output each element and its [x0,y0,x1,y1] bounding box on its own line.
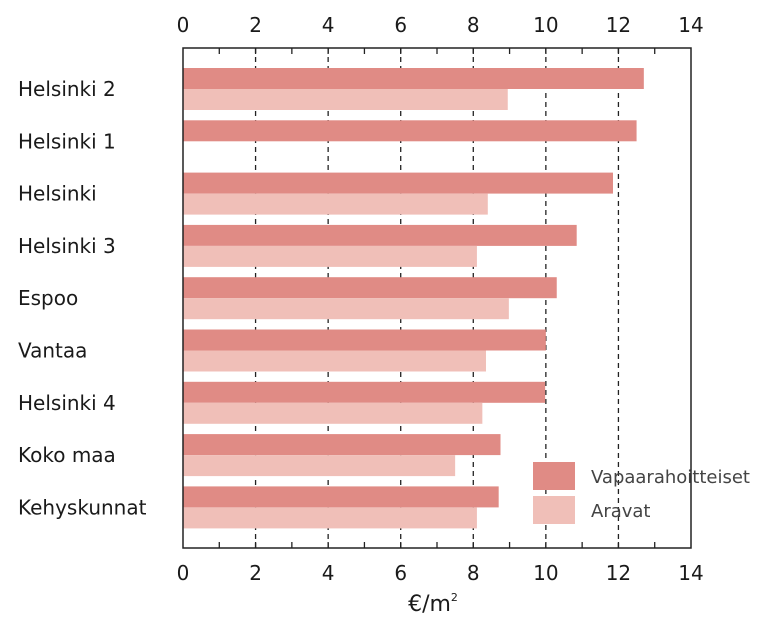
bar-aravat [183,350,486,372]
bar-vapaarahoitteiset [183,172,613,194]
category-label: Helsinki 3 [18,234,116,258]
x-tick-label-top: 0 [177,13,190,37]
category-label: Kehyskunnat [18,495,147,519]
x-tick-label-bottom: 6 [394,561,407,585]
bar-vapaarahoitteiset [183,277,557,299]
top-axis-tick-labels: 0 2 4 6 8 10 12 14 [177,13,704,37]
category-label: Vantaa [18,339,87,363]
x-tick-label-top: 6 [394,13,407,37]
bar-aravat [183,193,488,215]
x-tick-label-top: 12 [606,13,631,37]
bar-vapaarahoitteiset [183,329,546,351]
legend-label: Vapaarahoitteiset [591,467,750,488]
bars [183,68,644,529]
category-label: Helsinki [18,182,97,206]
bar-vapaarahoitteiset [183,381,546,403]
bar-aravat [183,245,477,267]
x-tick-label-bottom: 4 [322,561,335,585]
category-label: Helsinki 4 [18,391,116,415]
legend-label: Aravat [591,501,650,522]
bar-aravat [183,455,456,477]
category-label: Koko maa [18,443,116,467]
x-tick-label-bottom: 0 [177,561,190,585]
category-label: Helsinki 1 [18,129,116,153]
bar-aravat [183,298,509,320]
tick-marks [218,48,656,548]
bar-vapaarahoitteiset [183,120,637,142]
x-axis-label: €/m2 [408,591,458,617]
x-tick-label-bottom: 10 [533,561,558,585]
bar-aravat [183,89,508,110]
x-tick-label-top: 10 [533,13,558,37]
category-labels: Helsinki 2 Helsinki 1 Helsinki Helsinki 3 Es… [18,77,147,519]
legend: Vapaarahoitteiset Aravat [533,462,750,524]
x-tick-label-bottom: 2 [249,561,262,585]
bar-aravat [183,507,477,529]
x-tick-label-top: 14 [678,13,703,37]
x-tick-label-top: 8 [467,13,480,37]
bar-vapaarahoitteiset [183,486,499,508]
bar-aravat [183,402,483,424]
x-tick-label-bottom: 12 [606,561,631,585]
x-tick-label-bottom: 8 [467,561,480,585]
x-tick-label-top: 2 [249,13,262,37]
legend-swatch [533,496,575,524]
x-tick-label-top: 4 [322,13,335,37]
bar-vapaarahoitteiset [183,68,644,89]
bottom-axis-tick-labels: 0 2 4 6 8 10 12 14 [177,561,704,585]
category-label: Helsinki 2 [18,77,116,101]
x-tick-label-bottom: 14 [678,561,703,585]
bar-vapaarahoitteiset [183,224,577,246]
legend-swatch [533,462,575,490]
bar-vapaarahoitteiset [183,434,501,456]
category-label: Espoo [18,286,78,310]
